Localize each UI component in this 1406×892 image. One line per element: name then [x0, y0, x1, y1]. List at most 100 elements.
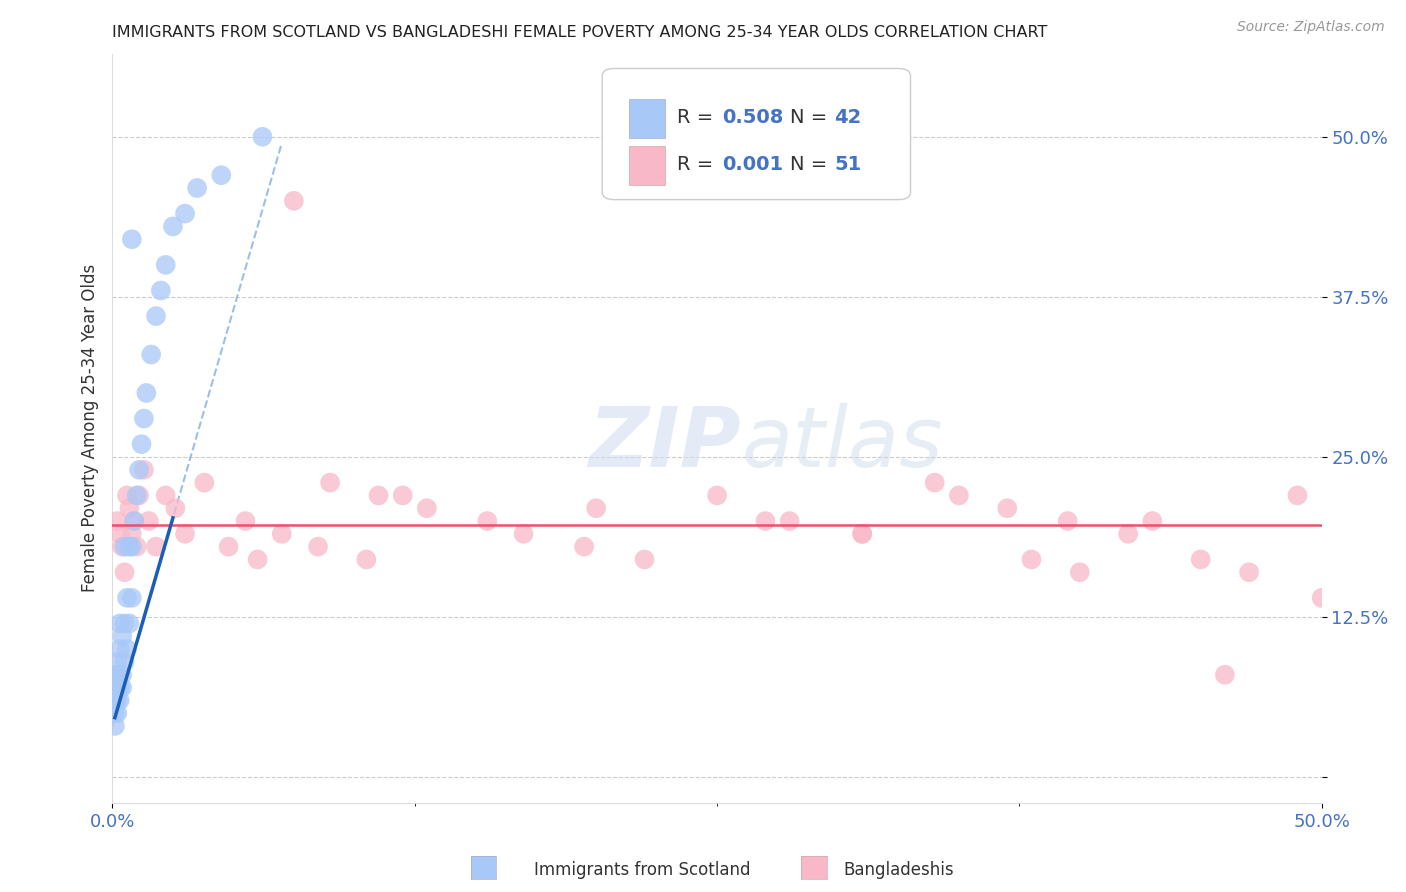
Point	[111, 629, 134, 643]
Point	[125, 540, 148, 554]
Point	[585, 501, 607, 516]
Point	[1056, 514, 1078, 528]
Point	[121, 232, 143, 246]
Point	[851, 526, 873, 541]
Point	[1310, 591, 1333, 605]
FancyBboxPatch shape	[628, 146, 665, 186]
Point	[121, 591, 143, 605]
Point	[121, 526, 143, 541]
Point	[114, 616, 136, 631]
Point	[193, 475, 215, 490]
Point	[186, 181, 208, 195]
Point	[105, 693, 128, 707]
Point	[115, 488, 138, 502]
Point	[105, 514, 128, 528]
Point	[105, 706, 128, 720]
Point	[145, 540, 167, 554]
FancyBboxPatch shape	[602, 69, 911, 200]
Point	[132, 463, 155, 477]
Text: Bangladeshis: Bangladeshis	[844, 861, 955, 879]
Point	[131, 437, 153, 451]
Point	[924, 475, 946, 490]
Point	[416, 501, 439, 516]
Point	[995, 501, 1018, 516]
Point	[105, 655, 128, 669]
Point	[512, 526, 534, 541]
Point	[633, 552, 655, 566]
Point	[105, 667, 128, 681]
Point	[155, 488, 177, 502]
Point	[118, 501, 141, 516]
Point	[108, 681, 131, 695]
Text: atlas: atlas	[741, 402, 943, 483]
Point	[115, 642, 138, 657]
Text: 51: 51	[834, 155, 862, 174]
Point	[128, 463, 150, 477]
Text: IMMIGRANTS FROM SCOTLAND VS BANGLADESHI FEMALE POVERTY AMONG 25-34 YEAR OLDS COR: IMMIGRANTS FROM SCOTLAND VS BANGLADESHI …	[112, 25, 1047, 40]
Point	[149, 284, 172, 298]
Point	[108, 616, 131, 631]
Point	[104, 706, 127, 720]
Point	[174, 206, 197, 220]
Point	[1286, 488, 1309, 502]
Point	[118, 540, 141, 554]
Point	[165, 501, 187, 516]
Point	[1189, 552, 1212, 566]
Point	[1213, 667, 1236, 681]
Point	[114, 540, 136, 554]
Point	[135, 386, 157, 401]
Point	[114, 655, 136, 669]
Point	[1021, 552, 1043, 566]
Point	[108, 693, 131, 707]
Text: N =: N =	[790, 108, 834, 127]
Point	[367, 488, 389, 502]
Point	[246, 552, 269, 566]
Point	[145, 309, 167, 323]
Point	[128, 488, 150, 502]
Point	[283, 194, 305, 208]
FancyBboxPatch shape	[628, 99, 665, 138]
Point	[706, 488, 728, 502]
Point	[132, 411, 155, 425]
Point	[104, 719, 127, 733]
Point	[851, 526, 873, 541]
Point	[111, 667, 134, 681]
Point	[122, 514, 145, 528]
Point	[138, 514, 160, 528]
Point	[252, 129, 274, 144]
Point	[114, 566, 136, 580]
Text: R =: R =	[678, 108, 720, 127]
Point	[1116, 526, 1139, 541]
Text: 42: 42	[834, 108, 862, 127]
Point	[477, 514, 499, 528]
Point	[1069, 566, 1091, 580]
Point	[307, 540, 329, 554]
Point	[104, 681, 127, 695]
Point	[141, 347, 163, 361]
Point	[115, 591, 138, 605]
Point	[125, 488, 148, 502]
Point	[118, 616, 141, 631]
Point	[104, 667, 127, 681]
Point	[111, 681, 134, 695]
Point	[121, 540, 143, 554]
Point	[122, 514, 145, 528]
Point	[391, 488, 413, 502]
Point	[105, 681, 128, 695]
Point	[108, 526, 131, 541]
Point	[111, 540, 134, 554]
Text: Source: ZipAtlas.com: Source: ZipAtlas.com	[1237, 20, 1385, 34]
Point	[779, 514, 801, 528]
Point	[104, 693, 127, 707]
Point	[572, 540, 595, 554]
Point	[218, 540, 240, 554]
Point	[1237, 566, 1260, 580]
Point	[174, 526, 197, 541]
Point	[356, 552, 378, 566]
Point	[270, 526, 292, 541]
Text: 0.001: 0.001	[721, 155, 783, 174]
Text: 0.508: 0.508	[721, 108, 783, 127]
Y-axis label: Female Poverty Among 25-34 Year Olds: Female Poverty Among 25-34 Year Olds	[80, 264, 98, 592]
Point	[209, 168, 232, 182]
Point	[948, 488, 970, 502]
